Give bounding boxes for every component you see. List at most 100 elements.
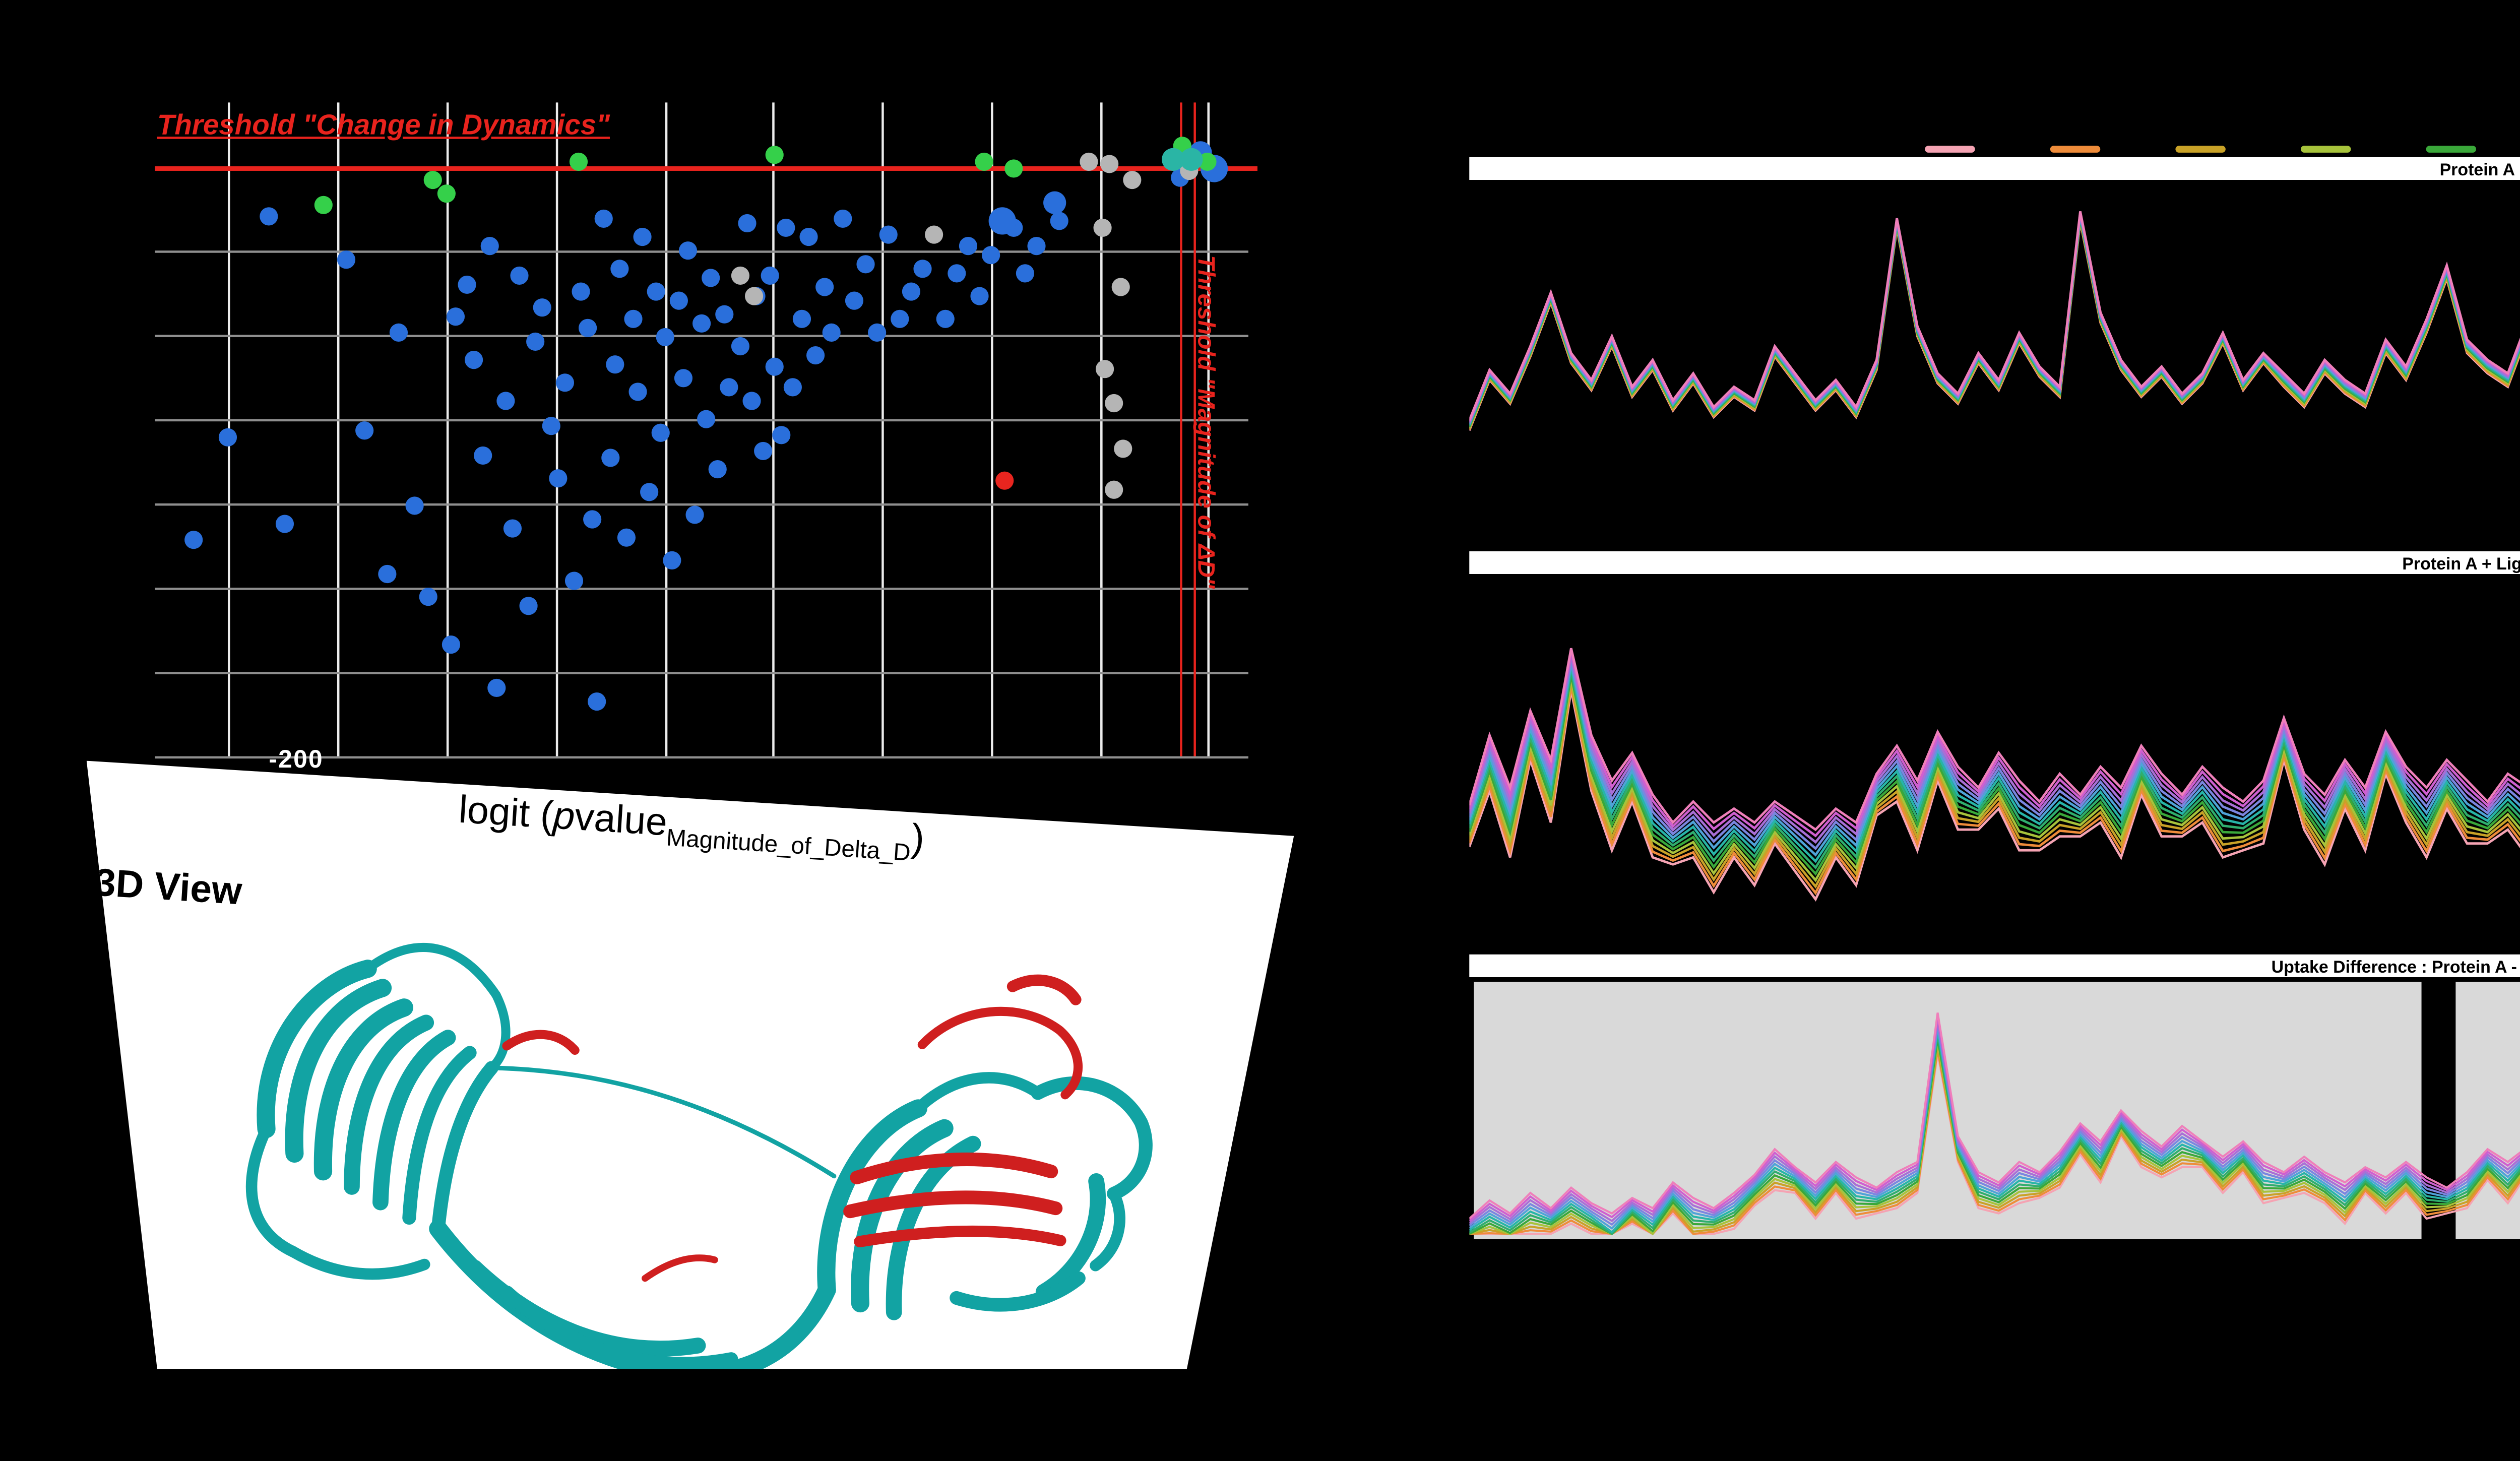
uptake-trace[interactable] <box>1469 602 2520 838</box>
uptake-trace[interactable] <box>1469 1020 2520 1229</box>
uptake-trace[interactable] <box>1469 1035 2520 1236</box>
scatter-point[interactable] <box>1027 237 1046 256</box>
scatter-point[interactable] <box>982 246 1000 265</box>
scatter-point[interactable] <box>913 260 932 278</box>
scatter-point[interactable] <box>663 551 681 569</box>
scatter-point[interactable] <box>594 209 613 228</box>
uptake-trace[interactable] <box>1469 613 2520 851</box>
scatter-point[interactable] <box>845 291 864 310</box>
scatter-point[interactable] <box>1016 264 1034 283</box>
scatter-point[interactable] <box>738 214 757 233</box>
scatter-point[interactable] <box>610 260 629 278</box>
scatter-point[interactable] <box>772 426 791 444</box>
uptake-traces-layer[interactable] <box>1469 180 2520 526</box>
scatter-point[interactable] <box>1080 152 1098 171</box>
protein-structure[interactable] <box>147 907 1224 1461</box>
scatter-point[interactable] <box>579 319 597 337</box>
uptake-plot-area[interactable] <box>1469 180 2520 527</box>
scatter-point[interactable] <box>446 307 465 326</box>
scatter-point[interactable] <box>856 255 875 274</box>
scatter-point[interactable] <box>572 282 590 301</box>
scatter-point[interactable] <box>437 184 456 203</box>
scatter-point[interactable] <box>389 323 408 342</box>
scatter-point[interactable] <box>822 323 841 342</box>
scatter-point[interactable] <box>275 515 294 533</box>
scatter-point[interactable] <box>834 209 852 228</box>
scatter-point[interactable] <box>503 519 522 538</box>
exposure-legend[interactable] <box>1925 123 2520 164</box>
scatter-point[interactable] <box>720 378 738 397</box>
uptake-trace[interactable] <box>1469 647 2520 889</box>
scatter-point[interactable] <box>405 496 424 515</box>
scatter-point[interactable] <box>480 237 499 256</box>
scatter-point[interactable] <box>868 323 887 342</box>
uptake-trace[interactable] <box>1469 1016 2520 1228</box>
scatter-point[interactable] <box>988 207 1016 235</box>
uptake-trace[interactable] <box>1469 1012 2520 1227</box>
scatter-point[interactable] <box>601 449 620 467</box>
legend-swatch[interactable] <box>2426 145 2477 153</box>
scatter-point[interactable] <box>799 227 818 246</box>
scatter-point[interactable] <box>640 483 659 501</box>
uptake-difference-panel[interactable]: Uptake Difference : Protein A - (Protein… <box>1469 954 2520 1244</box>
scatter-point[interactable] <box>647 282 665 301</box>
scatter-point[interactable] <box>588 692 606 711</box>
scatter-point[interactable] <box>549 469 568 488</box>
scatter-point[interactable] <box>815 278 834 296</box>
scatter-point[interactable] <box>533 298 551 317</box>
scatter-point[interactable] <box>692 314 711 333</box>
scatter-point[interactable] <box>697 410 716 428</box>
uptake-trace[interactable] <box>1469 619 2520 857</box>
scatter-point[interactable] <box>669 291 688 310</box>
legend-swatch[interactable] <box>2050 145 2101 153</box>
uptake-trace[interactable] <box>1469 218 2520 448</box>
scatter-point[interactable] <box>879 225 898 244</box>
structure-viewer-panel[interactable]: logit (pvalueMagnitude_of_Delta_D) 3D Vi… <box>86 760 1294 1369</box>
scatter-point[interactable] <box>656 328 674 347</box>
uptake-trace[interactable] <box>1469 1039 2520 1235</box>
scatter-point[interactable] <box>1105 480 1123 499</box>
scatter-point[interactable] <box>678 241 698 260</box>
scatter-point[interactable] <box>902 282 920 301</box>
scatter-point[interactable] <box>218 428 237 447</box>
uptake-trace[interactable] <box>1469 624 2520 863</box>
difference-traces-layer[interactable] <box>1469 977 2520 1244</box>
scatter-point[interactable] <box>651 423 670 442</box>
scatter-point[interactable] <box>702 269 720 287</box>
uptake-plot-area[interactable] <box>1469 574 2520 932</box>
scatter-point[interactable] <box>526 332 545 351</box>
legend-swatch[interactable] <box>1925 145 1975 153</box>
scatter-point[interactable] <box>314 196 333 214</box>
scatter-point[interactable] <box>1198 152 1217 171</box>
uptake-trace[interactable] <box>1469 219 2520 469</box>
uptake-trace[interactable] <box>1469 636 2520 876</box>
scatter-point[interactable] <box>633 227 652 246</box>
scatter-point[interactable] <box>685 505 704 524</box>
scatter-point[interactable] <box>1096 360 1114 378</box>
scatter-point[interactable] <box>1111 278 1130 296</box>
scatter-point[interactable] <box>442 636 460 654</box>
threshold-magnitude-line-2[interactable] <box>1193 102 1197 756</box>
scatter-point[interactable] <box>583 510 602 529</box>
uptake-trace[interactable] <box>1469 651 2520 896</box>
scatter-point[interactable] <box>337 250 356 269</box>
scatter-point[interactable] <box>765 146 784 164</box>
scatter-point[interactable] <box>1093 218 1112 237</box>
scatter-point[interactable] <box>569 152 588 171</box>
scatter-point[interactable] <box>948 264 966 283</box>
scatter-point[interactable] <box>519 597 538 615</box>
scatter-point[interactable] <box>891 309 909 328</box>
scatter-point[interactable] <box>542 417 560 435</box>
scatter-point[interactable] <box>510 266 529 285</box>
threshold-dynamics-line[interactable] <box>155 166 1257 170</box>
scatter-point[interactable] <box>754 441 773 460</box>
uptake-trace[interactable] <box>1469 218 2520 458</box>
uptake-panel-protein-a[interactable]: Protein A <box>1469 157 2520 527</box>
scatter-point[interactable] <box>925 225 943 244</box>
scatter-point[interactable] <box>708 460 727 479</box>
uptake-trace[interactable] <box>1469 1031 2520 1234</box>
scatter-point[interactable] <box>555 373 574 392</box>
scatter-point[interactable] <box>624 309 643 328</box>
scatter-point[interactable] <box>423 170 442 189</box>
scatter-point[interactable] <box>496 392 515 410</box>
